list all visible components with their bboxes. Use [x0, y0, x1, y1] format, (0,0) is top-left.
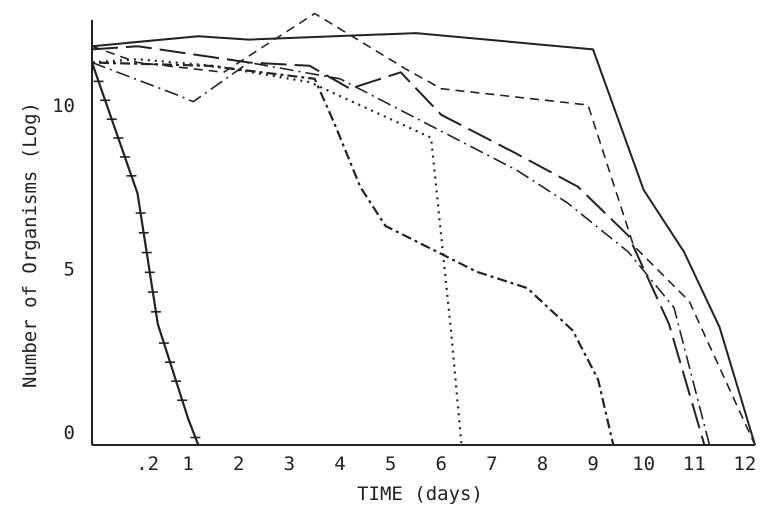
series-line-5-dash-dot [91, 61, 711, 446]
x-tick-label: 7 [486, 453, 497, 475]
axes [91, 20, 755, 446]
x-tick-label: 9 [587, 453, 598, 475]
x-tick-label: 8 [537, 453, 548, 475]
x-axis-title: TIME (days) [357, 483, 483, 505]
x-tick-label: 4 [334, 453, 345, 475]
series-layer [90, 12, 756, 446]
series-line-4-long-dash [91, 45, 706, 446]
y-axis-title: Number of Organisms (Log) [19, 102, 41, 388]
series-line-2-cross [90, 62, 200, 446]
x-tick-label: 12 [733, 453, 756, 475]
y-tick-label: 0 [64, 422, 75, 444]
x-tick-label: 1 [182, 453, 193, 475]
x-tick-label: 11 [683, 453, 706, 475]
series-line-3-short-dash [91, 12, 756, 446]
series-line-1-solid [91, 32, 756, 446]
y-tick-label: 10 [52, 95, 75, 117]
x-tick-label: 2 [233, 453, 244, 475]
series-line-7-dash-dot-long [91, 61, 615, 446]
x-tick-label: 5 [385, 453, 396, 475]
x-tick-label: 3 [284, 453, 295, 475]
x-tick-label: 6 [435, 453, 446, 475]
x-tick-label: 10 [632, 453, 655, 475]
y-tick-label: 5 [64, 258, 75, 280]
x-tick-label: .2 [136, 453, 159, 475]
